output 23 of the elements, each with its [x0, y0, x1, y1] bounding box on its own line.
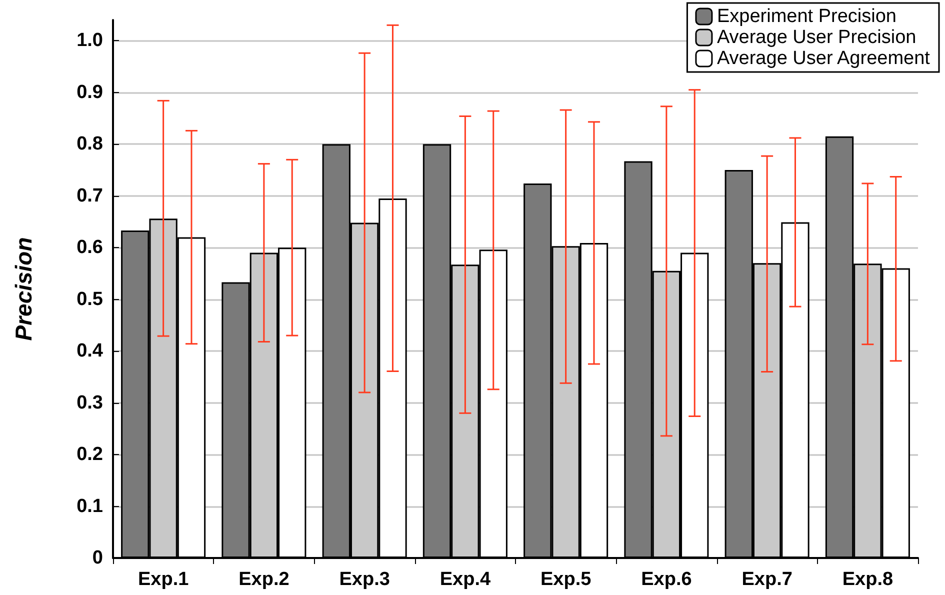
x-tick-label: Exp.7	[742, 569, 792, 590]
x-tick-label: Exp.6	[641, 569, 692, 590]
y-tick-label: 0.2	[76, 444, 103, 466]
y-tick-label: 0	[92, 548, 103, 568]
y-tick-label: 0.3	[76, 392, 103, 414]
y-tick-label: 0.6	[76, 237, 103, 258]
x-tick-label: Exp.3	[339, 569, 390, 590]
x-tick-label: Exp.2	[238, 569, 290, 590]
y-axis-title: Precision	[10, 237, 36, 341]
y-tick-label: 0.4	[76, 340, 104, 362]
x-tick-label: Exp.5	[540, 569, 592, 590]
y-tick-label: 0.5	[76, 288, 104, 310]
y-tick-label: 0.9	[76, 82, 103, 103]
x-tick-label: Exp.8	[842, 569, 894, 590]
legend-label: Experiment Precision	[716, 6, 896, 27]
x-tick-label: Exp.4	[440, 569, 491, 590]
y-tick-label: 0.7	[76, 185, 103, 206]
y-tick-label: 0.8	[76, 134, 103, 155]
legend-label: Average User Agreement	[716, 48, 931, 69]
legend-label: Average User Precision	[716, 27, 916, 48]
y-tick-label: 1.0	[76, 30, 103, 52]
x-tick-label: Exp.1	[138, 569, 190, 590]
y-tick-label: 0.1	[76, 496, 104, 517]
